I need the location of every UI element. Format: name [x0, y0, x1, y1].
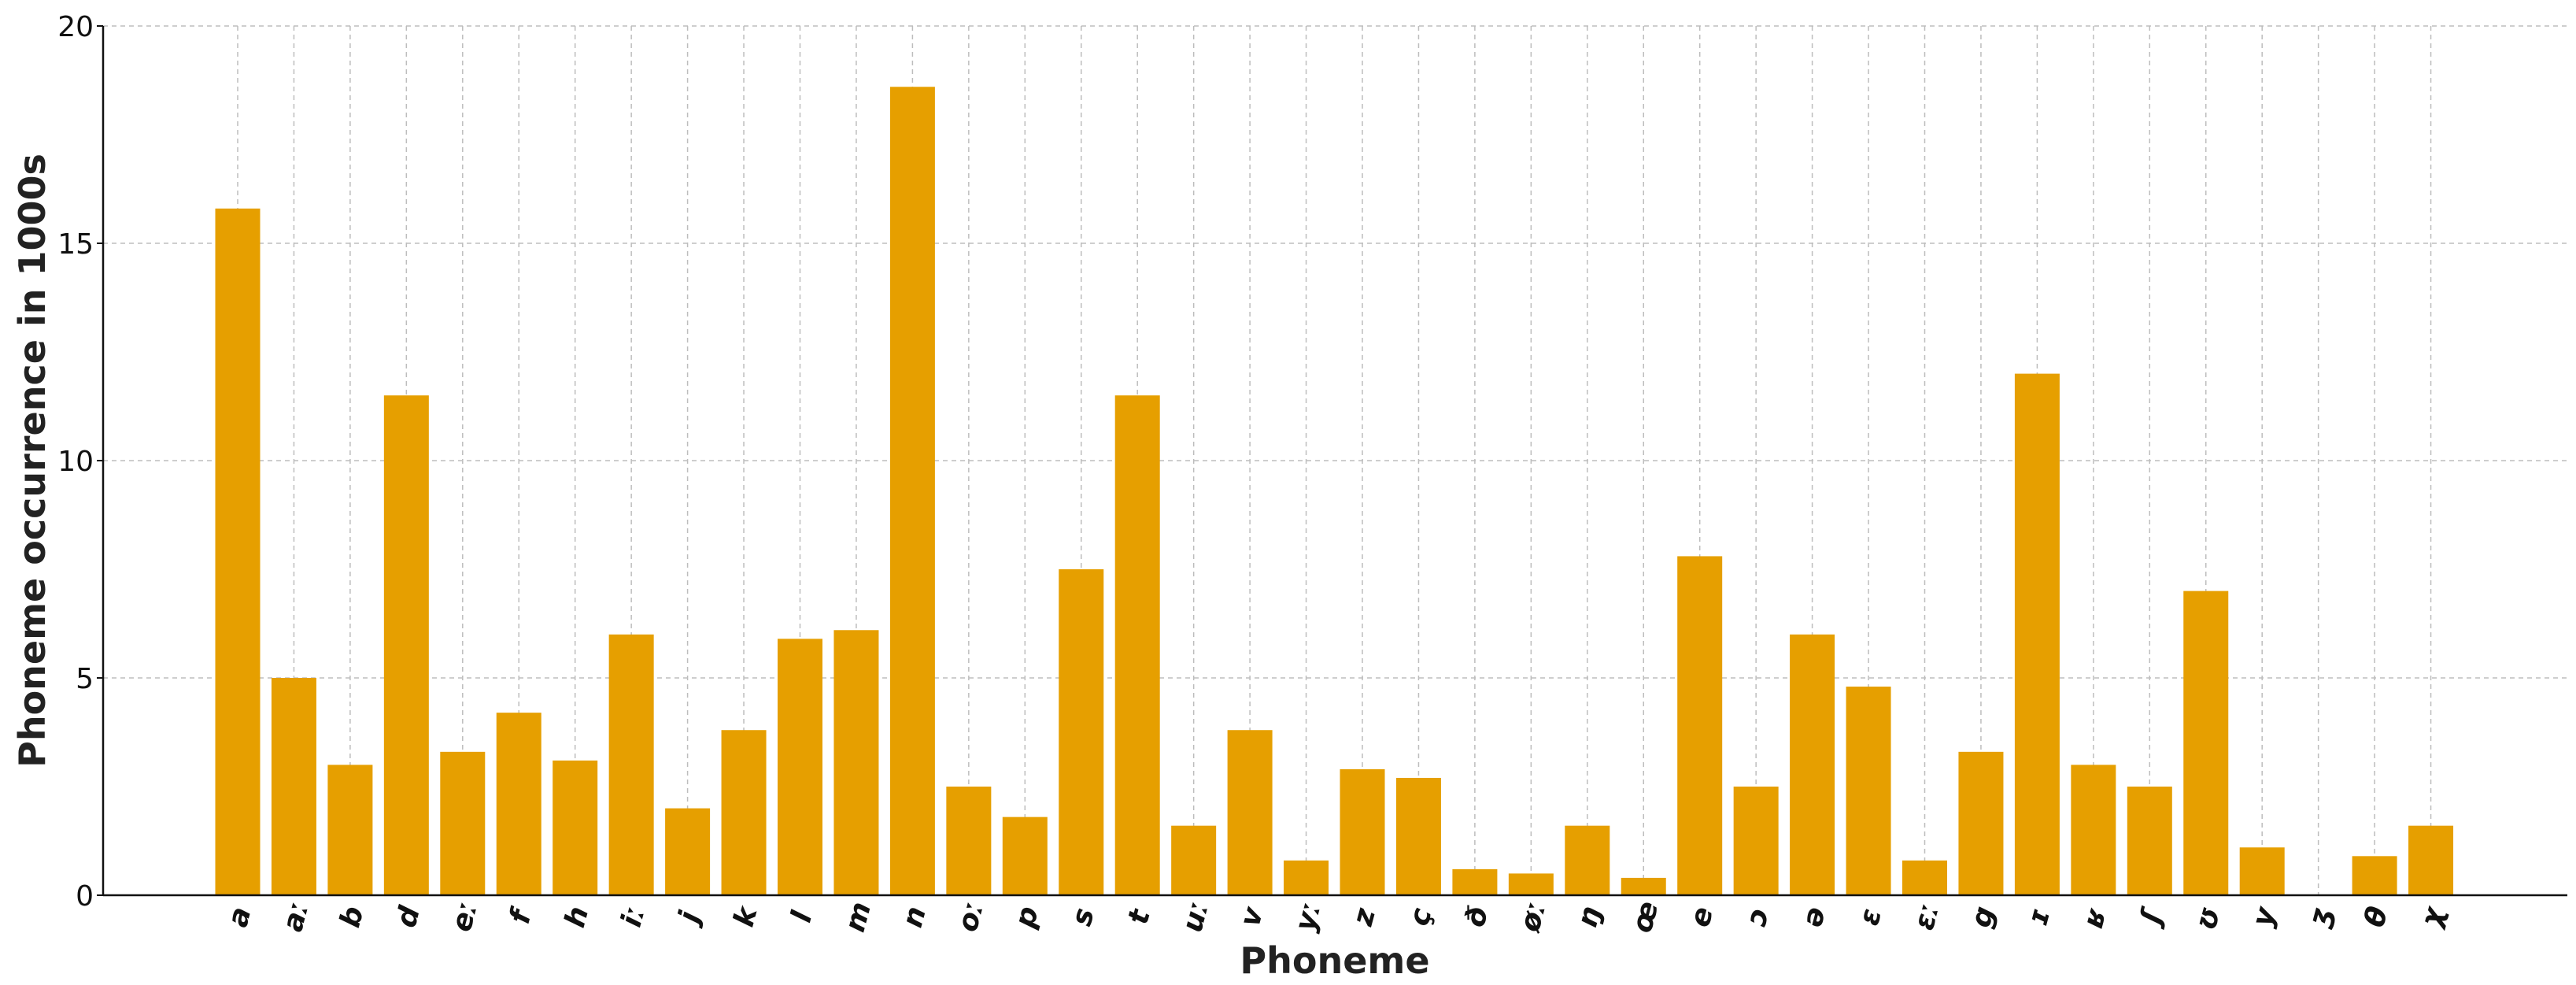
- x-tick-label: ʒ: [2302, 904, 2338, 931]
- bar-33: [2071, 765, 2116, 895]
- y-tick-label: 0: [76, 880, 94, 913]
- x-tick-label: eː: [445, 899, 484, 935]
- bar-17: [1171, 825, 1217, 895]
- x-tick-label: k: [728, 902, 764, 931]
- bar-34: [2127, 787, 2172, 895]
- x-tick-label: ɛ: [1853, 905, 1888, 929]
- bar-2: [327, 765, 373, 895]
- bar-26: [1677, 556, 1723, 895]
- bar-25: [1621, 877, 1666, 895]
- y-tick-label: 10: [57, 446, 94, 478]
- bar-12: [889, 87, 935, 895]
- bar-27: [1733, 787, 1779, 895]
- bar-18: [1227, 730, 1273, 895]
- x-tick-label: l: [785, 908, 819, 926]
- x-tick-label: j: [671, 908, 706, 930]
- bar-5: [496, 713, 541, 895]
- x-tick-label: θ: [2359, 903, 2395, 931]
- x-tick-label: a: [222, 904, 258, 931]
- bar-3: [383, 395, 429, 895]
- x-tick-label: ŋ: [1571, 903, 1607, 931]
- bar-6: [553, 760, 598, 895]
- x-tick-label: b: [334, 903, 370, 931]
- bar-35: [2183, 591, 2229, 895]
- bar-10: [778, 639, 822, 895]
- x-tick-label: e: [1683, 904, 1720, 931]
- bar-22: [1452, 868, 1498, 895]
- bar-0: [215, 208, 261, 896]
- bar-14: [1002, 817, 1048, 895]
- x-tick-label: aː: [276, 899, 315, 935]
- x-tick-label: z: [1347, 904, 1383, 930]
- x-tick-label: ɛː: [1908, 901, 1946, 934]
- x-tick-label: m: [839, 898, 878, 935]
- x-tick-label: ç: [1403, 905, 1438, 929]
- x-tick-label: œ: [1626, 898, 1665, 936]
- bar-36: [2239, 847, 2285, 895]
- bar-20: [1340, 768, 1385, 895]
- bar-7: [608, 634, 654, 895]
- x-tick-label: v: [1234, 902, 1270, 930]
- x-tick-label: oː: [952, 898, 990, 935]
- x-tick-label: χ: [2415, 902, 2452, 931]
- x-tick-label: iː: [615, 903, 652, 930]
- bar-29: [1846, 687, 1891, 895]
- x-tick-label: n: [896, 903, 933, 931]
- bar-30: [1902, 860, 1947, 895]
- bar-15: [1059, 569, 1104, 895]
- bar-32: [2014, 373, 2060, 896]
- x-tick-label: d: [390, 902, 427, 931]
- bar-13: [946, 787, 992, 895]
- x-tick-label: y: [2246, 902, 2282, 930]
- x-tick-label: f: [504, 904, 539, 928]
- x-tick-label: p: [1008, 903, 1045, 931]
- x-tick-label: ʁ: [2077, 904, 2113, 931]
- x-ticks: a aː b d eː f h iː j k l m n oː p s t uː v yː z ç ð øː ŋ œ e ɔ ə ɛ ɛː g…: [222, 898, 2452, 936]
- x-tick-label: g: [1964, 903, 2001, 931]
- x-tick-label: ɔ: [1740, 905, 1776, 930]
- y-tick-label: 15: [57, 228, 94, 261]
- bar-38: [2352, 856, 2397, 895]
- bar-9: [721, 730, 767, 895]
- bar-16: [1114, 395, 1160, 895]
- y-ticks: 0 5 10 15 20: [57, 11, 103, 913]
- x-tick-label: øː: [1513, 898, 1552, 935]
- x-axis-title: Phoneme: [1240, 939, 1429, 982]
- bar-1: [271, 678, 316, 895]
- x-tick-label: ð: [1458, 903, 1495, 931]
- y-axis-title: Phoneme occurrence in 1000s: [11, 154, 54, 768]
- bar-11: [833, 630, 879, 895]
- x-tick-label: h: [559, 903, 595, 931]
- bar-28: [1790, 634, 1835, 895]
- x-tick-label: t: [1122, 905, 1158, 928]
- bar-21: [1395, 777, 1441, 895]
- bar-23: [1508, 873, 1554, 895]
- x-tick-label: ʊ: [2190, 902, 2227, 932]
- bar-39: [2408, 825, 2454, 895]
- bar-24: [1565, 825, 1610, 895]
- x-tick-label: s: [1066, 905, 1101, 929]
- y-tick-label: 20: [57, 11, 94, 43]
- bar-31: [1958, 751, 2004, 895]
- x-tick-label: yː: [1289, 899, 1328, 935]
- bar-4: [440, 751, 486, 895]
- x-tick-label: uː: [1177, 898, 1215, 935]
- bar-19: [1284, 860, 1329, 895]
- x-tick-label: ə: [1796, 904, 1832, 931]
- bar-8: [665, 808, 711, 895]
- y-tick-label: 5: [76, 663, 94, 695]
- x-tick-label: ɪ: [2022, 905, 2057, 929]
- x-tick-label: ʃ: [2134, 904, 2170, 931]
- bars: [215, 87, 2454, 896]
